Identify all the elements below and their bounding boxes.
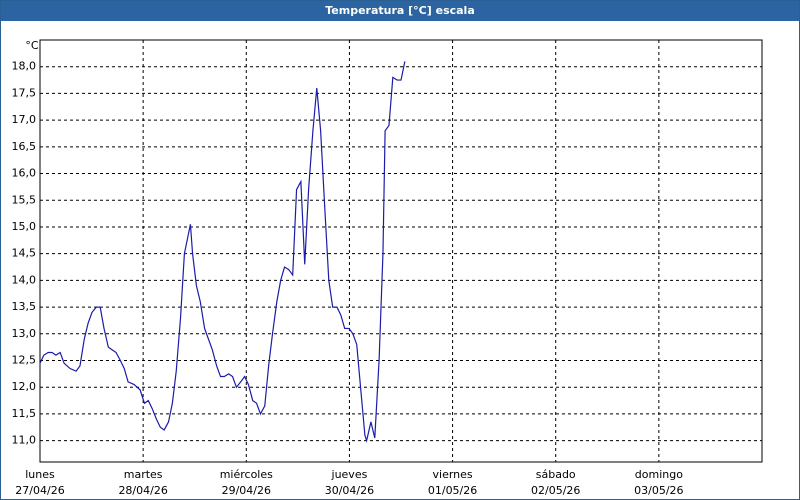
temperature-line bbox=[39, 61, 406, 443]
x-tick-date: 01/05/26 bbox=[428, 484, 477, 497]
title-bar: Temperatura [°C] escala bbox=[1, 1, 799, 21]
x-tick-label: miércoles bbox=[220, 468, 273, 481]
y-tick-label: 17,0 bbox=[12, 113, 37, 126]
y-tick-label: 15,0 bbox=[12, 220, 37, 233]
y-tick-label: 14,0 bbox=[12, 273, 37, 286]
y-tick-label: 13,5 bbox=[12, 300, 37, 313]
y-tick-label: 17,5 bbox=[12, 86, 37, 99]
x-tick-date: 02/05/26 bbox=[531, 484, 580, 497]
x-tick-label: sábado bbox=[536, 468, 576, 481]
x-tick-date: 28/04/26 bbox=[118, 484, 167, 497]
y-unit: °C bbox=[25, 39, 39, 52]
y-tick-label: 13,0 bbox=[12, 327, 37, 340]
x-tick-label: jueves bbox=[331, 468, 368, 481]
x-tick-label: domingo bbox=[635, 468, 683, 481]
y-tick-label: 11,0 bbox=[12, 434, 37, 447]
x-tick-date: 30/04/26 bbox=[325, 484, 374, 497]
x-tick-date: 03/05/26 bbox=[634, 484, 683, 497]
y-tick-label: 12,5 bbox=[12, 354, 37, 367]
x-tick-label: viernes bbox=[433, 468, 473, 481]
y-tick-label: 16,5 bbox=[12, 140, 37, 153]
y-tick-label: 12,0 bbox=[12, 380, 37, 393]
plot-area bbox=[39, 39, 763, 463]
x-tick-label: martes bbox=[124, 468, 163, 481]
x-tick-date: 29/04/26 bbox=[222, 484, 271, 497]
x-tick-date: 27/04/26 bbox=[15, 484, 64, 497]
x-tick-label: lunes bbox=[25, 468, 55, 481]
y-tick-label: 11,5 bbox=[12, 407, 37, 420]
y-tick-label: 15,5 bbox=[12, 193, 37, 206]
y-tick-label: 16,0 bbox=[12, 167, 37, 180]
y-tick-label: 14,5 bbox=[12, 247, 37, 260]
y-tick-label: 18,0 bbox=[12, 60, 37, 73]
